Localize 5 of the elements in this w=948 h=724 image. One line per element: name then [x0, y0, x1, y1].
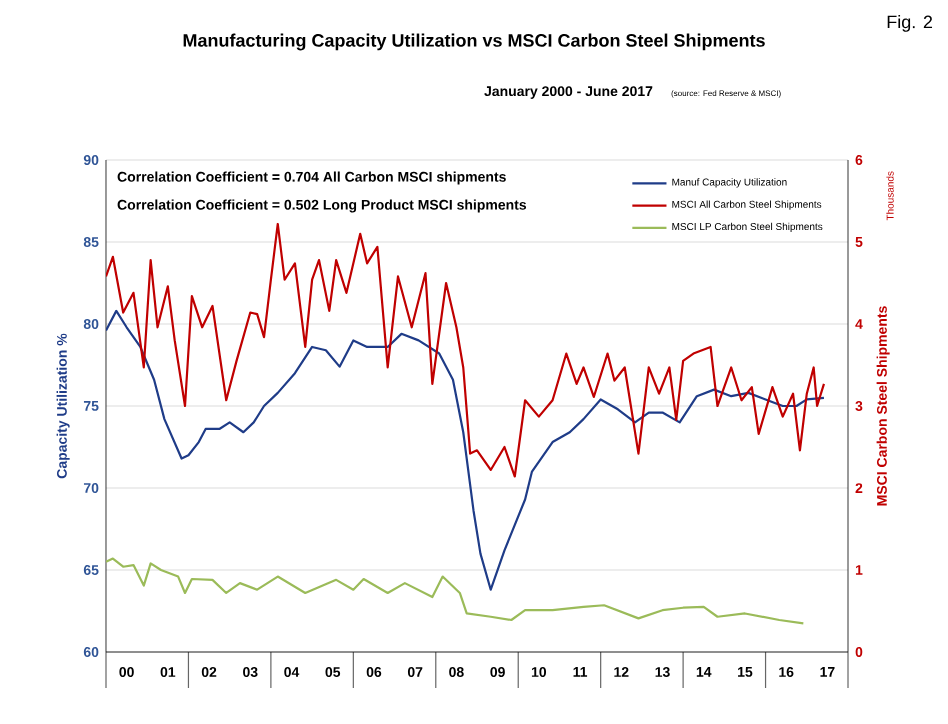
line-series — [106, 309, 826, 591]
line-series — [106, 557, 805, 625]
line-series — [106, 222, 826, 478]
caption: Fig. 2 — [887, 15, 933, 32]
chart-title: Manufacturing Capacity Utilization vs MSCI Carbon Steel Shipments — [183, 33, 765, 51]
